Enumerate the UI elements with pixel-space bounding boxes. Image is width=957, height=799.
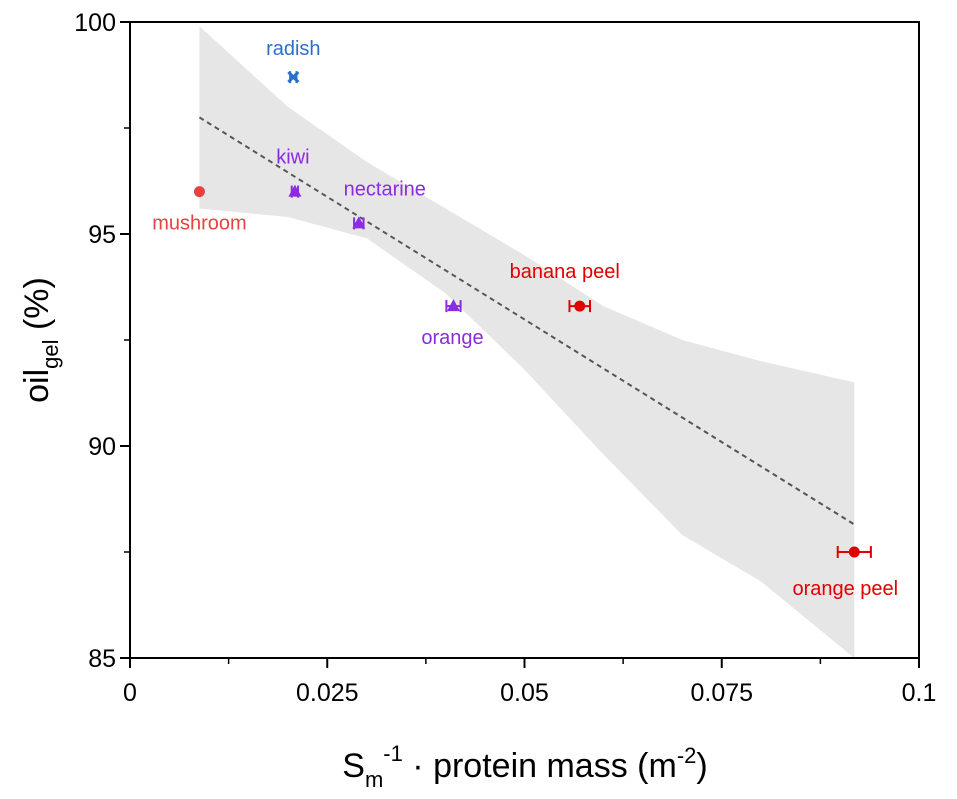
point-banana-peel — [574, 300, 586, 312]
point-label-radish: radish — [266, 38, 320, 60]
x-tick-label: 0.05 — [500, 679, 549, 707]
y-tick-label: 95 — [88, 221, 116, 249]
point-nectarine — [352, 216, 366, 229]
confidence-band-layer — [199, 26, 855, 659]
y-axis-title-sub: gel — [38, 339, 63, 368]
y-tick-label: 90 — [88, 433, 116, 461]
point-label-banana-peel: banana peel — [510, 261, 620, 283]
fit-line-layer — [198, 116, 855, 526]
x-axis-title: Sm-1 · protein mass (m-2) — [342, 741, 707, 792]
x-axis-title-main: S — [342, 747, 365, 785]
point-orange-peel — [848, 546, 860, 558]
x-tick-label: 0 — [123, 679, 137, 707]
point-label-orange-peel: orange peel — [792, 578, 898, 600]
point-label-mushroom: mushroom — [152, 213, 246, 235]
x-axis-title-sup: -1 — [383, 741, 403, 766]
x-tick-label: 0.075 — [690, 679, 753, 707]
points-layer — [193, 71, 872, 558]
x-axis-title-sub: m — [365, 767, 383, 792]
point-labels-layer: radish kiwi nectarine orange mushroom banana … — [152, 38, 898, 600]
y-axis-title: oilgel (%) — [18, 277, 63, 403]
y-axis-title-rest: (%) — [18, 277, 56, 339]
point-mushroom — [193, 186, 205, 198]
point-orange — [446, 299, 460, 312]
y-tick-label: 100 — [74, 9, 116, 37]
x-axis-title-close: ) — [696, 747, 707, 785]
point-label-nectarine: nectarine — [344, 178, 426, 200]
confidence-band — [199, 26, 855, 659]
point-radish — [287, 71, 300, 84]
point-kiwi — [288, 184, 302, 197]
point-label-kiwi: kiwi — [276, 147, 309, 169]
x-tick-label: 0.1 — [902, 679, 937, 707]
x-axis-title-rest-sup: -2 — [677, 743, 697, 768]
fit-line — [198, 116, 855, 526]
axes-layer: 0 0.025 0.05 0.075 0.1 85 90 95 100 — [74, 9, 936, 707]
x-tick-label: 0.025 — [296, 679, 359, 707]
point-label-orange: orange — [421, 327, 483, 349]
y-axis-title-main: oil — [18, 369, 56, 403]
x-axis-title-rest: · protein mass (m — [403, 747, 677, 785]
y-tick-label: 85 — [88, 645, 116, 673]
